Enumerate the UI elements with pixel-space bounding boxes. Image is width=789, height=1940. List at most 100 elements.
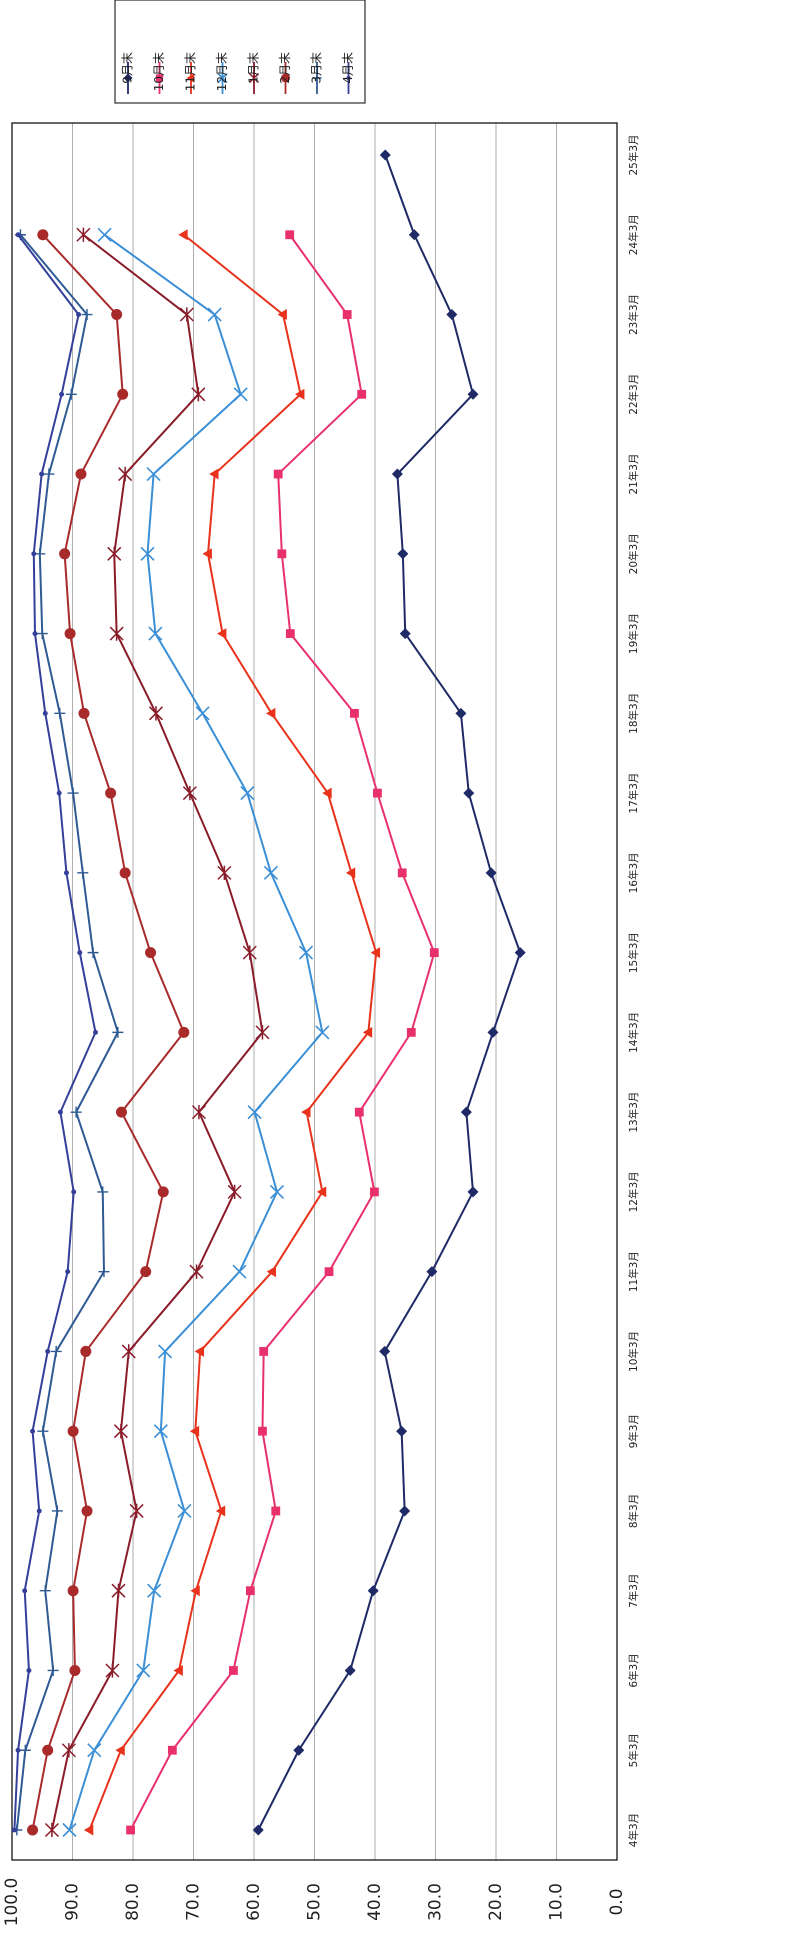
category-tick-label: 13年3月 xyxy=(627,1092,640,1133)
data-point-marker xyxy=(316,1186,327,1198)
data-point-marker xyxy=(123,73,133,83)
data-point-marker xyxy=(107,546,122,561)
data-point-marker xyxy=(263,865,279,880)
data-point-marker xyxy=(129,1503,144,1519)
data-point-marker xyxy=(207,307,222,322)
series-lines xyxy=(11,149,526,1838)
data-point-marker xyxy=(301,1106,311,1118)
legend-entry: 12月末 xyxy=(215,52,229,94)
data-point-marker xyxy=(367,1585,379,1597)
data-point-marker xyxy=(189,1425,200,1437)
data-point-marker xyxy=(189,1264,204,1279)
data-point-marker xyxy=(429,948,439,958)
series-8 xyxy=(11,232,98,1833)
data-point-marker xyxy=(242,945,257,960)
data-point-marker xyxy=(173,1664,183,1676)
data-point-marker xyxy=(379,149,391,161)
data-point-marker xyxy=(346,75,351,81)
series-1 xyxy=(252,149,526,1836)
data-point-marker xyxy=(113,1424,128,1439)
data-point-marker xyxy=(140,546,155,561)
data-point-marker xyxy=(51,1505,63,1517)
data-point-marker xyxy=(69,1664,81,1676)
series-3 xyxy=(83,229,381,1836)
data-point-marker xyxy=(369,1187,379,1197)
category-tick-label: 9年3月 xyxy=(627,1414,640,1448)
data-point-marker xyxy=(105,787,117,799)
category-tick-label: 5年3月 xyxy=(627,1733,640,1767)
data-point-marker xyxy=(65,388,77,400)
category-tick-label: 18年3月 xyxy=(627,693,640,734)
data-point-marker xyxy=(77,867,89,879)
plot-area-frame xyxy=(11,122,618,1861)
series-6 xyxy=(27,229,190,1836)
data-point-marker xyxy=(252,1824,264,1836)
data-point-marker xyxy=(229,1666,238,1675)
data-point-marker xyxy=(217,72,228,84)
data-point-marker xyxy=(396,1425,408,1437)
data-point-marker xyxy=(111,309,123,321)
data-point-marker xyxy=(43,468,55,480)
data-point-marker xyxy=(191,387,206,402)
data-point-marker xyxy=(397,548,409,560)
category-tick-label: 25年3月 xyxy=(627,134,640,175)
legend-box xyxy=(114,0,366,104)
category-tick-label: 20年3月 xyxy=(627,533,640,574)
data-point-marker xyxy=(217,628,227,640)
legend-entry: 4月末 xyxy=(341,52,355,94)
data-point-marker xyxy=(179,307,194,322)
data-point-marker xyxy=(155,74,164,82)
data-point-marker xyxy=(266,707,276,719)
data-point-marker xyxy=(36,628,48,640)
data-point-marker xyxy=(167,1745,177,1755)
data-point-marker xyxy=(147,1583,162,1598)
data-point-marker xyxy=(105,1663,120,1678)
category-tick-label: 17年3月 xyxy=(627,773,640,814)
legend-label: 12月末 xyxy=(215,52,229,91)
data-point-marker xyxy=(266,1266,276,1278)
category-tick-label: 4年3月 xyxy=(627,1813,640,1847)
data-point-marker xyxy=(81,1505,93,1517)
data-point-marker xyxy=(247,1105,262,1120)
data-point-marker xyxy=(54,707,66,719)
data-point-marker xyxy=(31,551,37,557)
data-point-marker xyxy=(293,1744,305,1756)
data-point-marker xyxy=(140,1266,152,1278)
data-point-marker xyxy=(59,391,65,397)
value-tick-label: 10.0 xyxy=(547,1883,567,1921)
value-tick-label: 80.0 xyxy=(123,1883,143,1921)
series-line xyxy=(257,154,522,1831)
data-point-marker xyxy=(285,629,295,638)
data-point-marker xyxy=(67,1585,79,1597)
data-point-marker xyxy=(209,468,219,480)
data-point-marker xyxy=(194,1345,205,1357)
data-point-marker xyxy=(76,312,82,317)
category-tick-label: 14年3月 xyxy=(627,1012,640,1053)
data-point-marker xyxy=(295,388,305,400)
value-tick-label: 90.0 xyxy=(63,1883,83,1921)
data-point-marker xyxy=(76,227,91,242)
data-point-marker xyxy=(178,229,188,241)
series-7 xyxy=(11,229,124,1836)
data-point-marker xyxy=(357,389,367,399)
legend-entry: 3月末 xyxy=(310,52,324,94)
data-point-marker xyxy=(232,1264,247,1279)
data-point-marker xyxy=(273,469,283,479)
legend: 9月末 10月末 11月末 12月末 1月末 2月末 3月末 4月末 xyxy=(114,0,366,104)
legend-label: 2月末 xyxy=(278,52,292,84)
data-point-marker xyxy=(397,868,407,878)
data-point-marker xyxy=(271,1506,281,1516)
data-point-marker xyxy=(67,787,79,799)
data-point-marker xyxy=(195,706,210,721)
category-tick-label: 23年3月 xyxy=(627,294,640,335)
data-point-marker xyxy=(37,229,49,241)
data-point-marker xyxy=(233,387,248,402)
data-point-marker xyxy=(77,950,83,956)
data-point-marker xyxy=(463,787,475,799)
value-tick-label: 20.0 xyxy=(486,1883,506,1921)
data-point-marker xyxy=(399,628,411,640)
data-point-marker xyxy=(269,1184,285,1199)
legend-label: 9月末 xyxy=(121,52,135,84)
data-point-marker xyxy=(370,947,381,959)
